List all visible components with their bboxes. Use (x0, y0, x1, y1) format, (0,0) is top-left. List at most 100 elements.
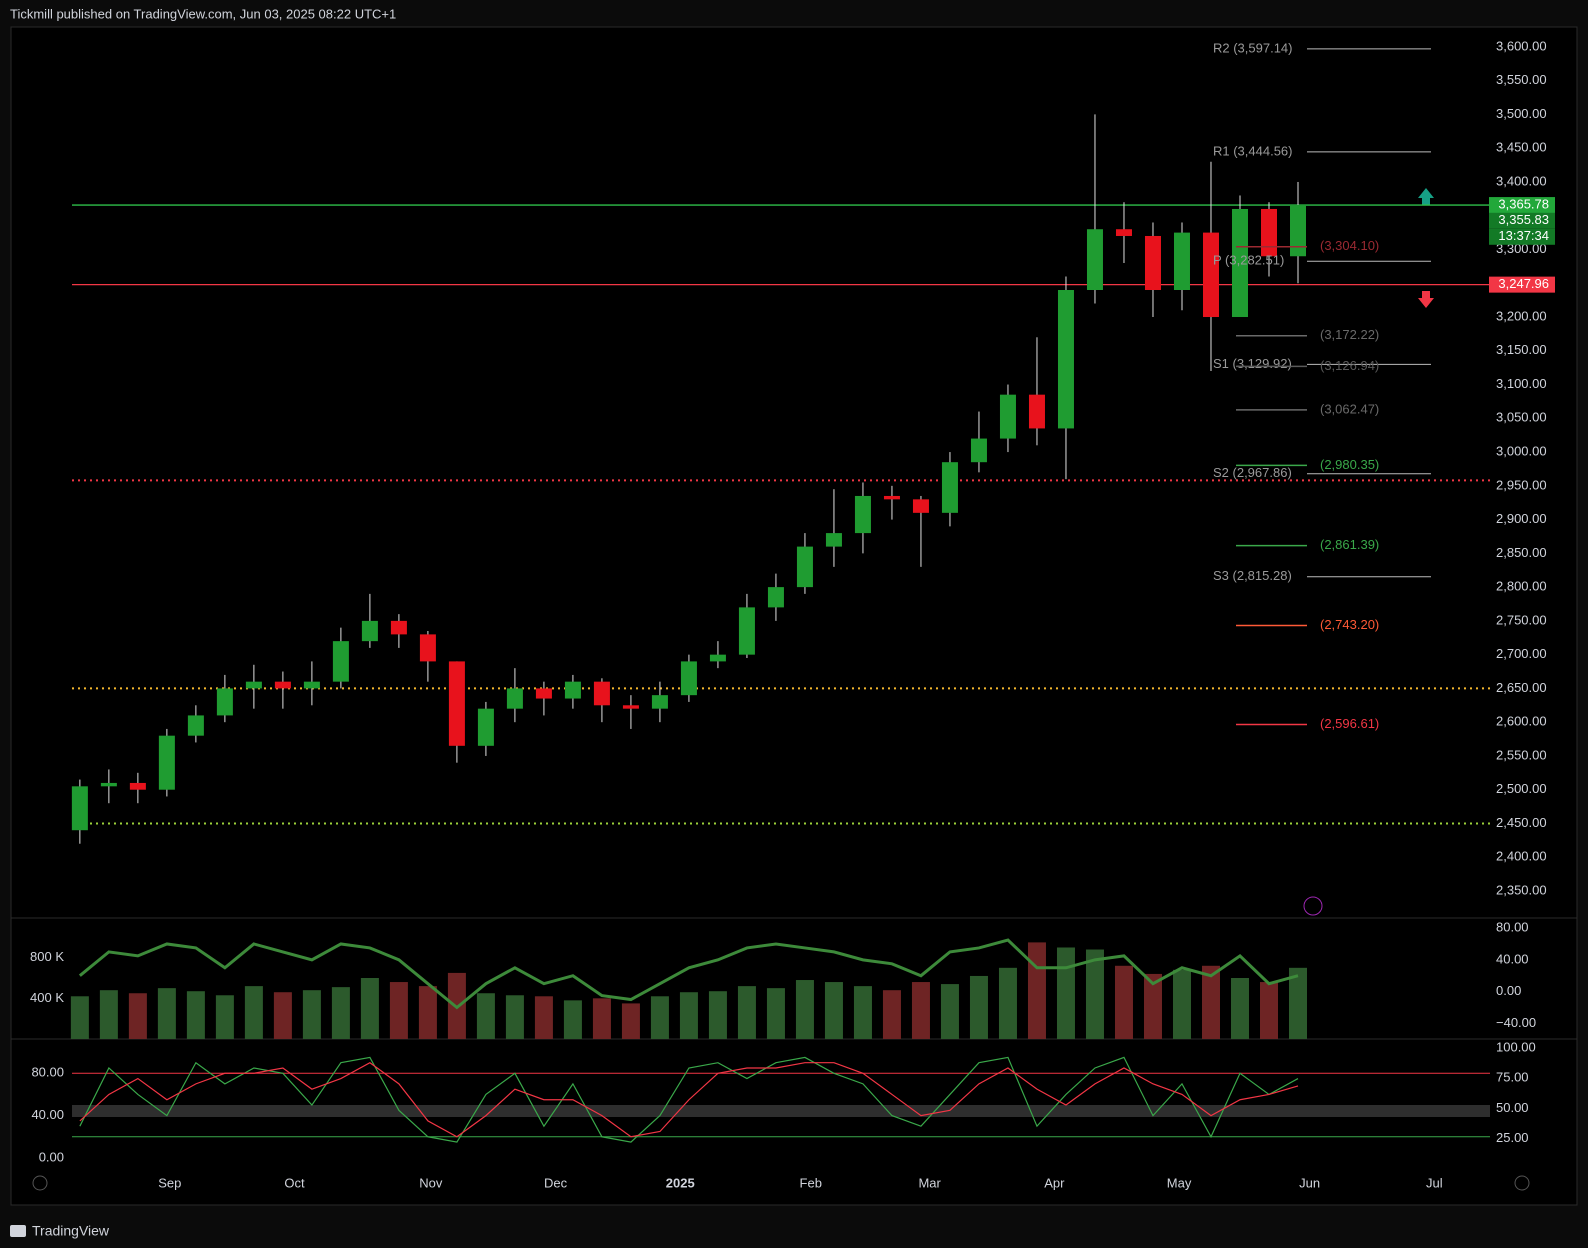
x-tick-label: May (1167, 1175, 1192, 1190)
volume-bar (128, 993, 147, 1039)
brand-logo (10, 1225, 26, 1237)
chart-frame (10, 26, 1578, 1206)
volume-bar (853, 986, 872, 1039)
volume-bar (940, 984, 959, 1039)
candle-body (506, 688, 523, 709)
pivot-label: P (3,282.51) (1213, 253, 1284, 268)
y-tick-label: 3,050.00 (1496, 410, 1547, 425)
y-tick-label: 3,100.00 (1496, 376, 1547, 391)
y2-tick-label: 100.00 (1496, 1040, 1536, 1055)
candle-body (100, 782, 117, 787)
volume-bar (882, 990, 901, 1039)
volume-bar (70, 996, 89, 1039)
x-tick-label: Feb (800, 1175, 822, 1190)
x-tick-label: Sep (158, 1175, 181, 1190)
candle-body (709, 654, 726, 662)
volume-bar (998, 967, 1017, 1039)
y-tick-label: 2,700.00 (1496, 646, 1547, 661)
volume-bar (331, 987, 350, 1039)
candle-body (883, 495, 900, 500)
volume-bar (534, 996, 553, 1039)
y-tick-label: 3,500.00 (1496, 106, 1547, 121)
volume-bar (1143, 973, 1162, 1039)
pivot-label: S1 (3,129.92) (1213, 356, 1292, 371)
volume-bar (592, 998, 611, 1039)
y2-tick-label: 50.00 (1496, 1100, 1529, 1115)
volume-bar (1259, 982, 1278, 1039)
volume-bar (1172, 969, 1191, 1039)
price-label-box (1489, 276, 1555, 293)
volume-bar (650, 996, 669, 1039)
volume-bar (505, 995, 524, 1039)
volume-bar (795, 980, 814, 1039)
y2-tick-label: −40.00 (1496, 1015, 1536, 1030)
x-tick-label: Apr (1044, 1175, 1065, 1190)
candle-body (187, 715, 204, 736)
stoch-line (79, 1056, 1299, 1143)
volume-bar (389, 982, 408, 1039)
down-arrow[interactable] (1418, 291, 1434, 308)
zoom-button[interactable] (32, 1175, 48, 1191)
volume-bar (1056, 947, 1075, 1039)
candle-body (1289, 204, 1306, 257)
level-label: (2,743.20) (1320, 617, 1379, 632)
candle-body (390, 620, 407, 635)
y-tick-label: 3,550.00 (1496, 72, 1547, 87)
candle-body (564, 681, 581, 699)
stoch-line (79, 1061, 1299, 1138)
candle-body (854, 495, 871, 534)
y2-tick-label: 0.00 (1496, 983, 1521, 998)
candle-body (1115, 229, 1132, 236)
volume-bar (1027, 942, 1046, 1039)
y-tick-label: 3,150.00 (1496, 342, 1547, 357)
candle-body (303, 681, 320, 689)
y-tick-label: 2,650.00 (1496, 680, 1547, 695)
volume-bar (911, 982, 930, 1039)
y-tick-label: 0.00 (39, 1149, 64, 1164)
volume-bar (1230, 977, 1249, 1039)
candle-body (535, 688, 552, 699)
candle-body (622, 705, 639, 709)
candle-body (1086, 229, 1103, 291)
y2-tick-label: 40.00 (1496, 951, 1529, 966)
y-tick-label: 800 K (30, 949, 64, 964)
level-label: (2,861.39) (1320, 537, 1379, 552)
candle-body (1231, 208, 1248, 318)
alert-icon[interactable] (1303, 896, 1323, 916)
candle-body (71, 786, 88, 831)
y-tick-label: 2,350.00 (1496, 882, 1547, 897)
candle-body (216, 688, 233, 716)
volume-bar (99, 990, 118, 1039)
candle-body (419, 634, 436, 662)
candle-body (593, 681, 610, 706)
candle-body (738, 607, 755, 655)
x-tick-label: Jun (1299, 1175, 1320, 1190)
volume-bar (621, 1003, 640, 1039)
x-tick-label: Mar (918, 1175, 941, 1190)
y-tick-label: 2,750.00 (1496, 612, 1547, 627)
candle-body (477, 708, 494, 746)
candle-body (332, 641, 349, 682)
countdown: 13:37:34 (1498, 228, 1549, 243)
pivot-label: S2 (2,967.86) (1213, 465, 1292, 480)
price-label: 3,247.96 (1498, 276, 1549, 291)
y-tick-label: 3,200.00 (1496, 308, 1547, 323)
level-label: (3,304.10) (1320, 238, 1379, 253)
x-tick-label: Oct (284, 1175, 305, 1190)
y2-tick-label: 75.00 (1496, 1070, 1529, 1085)
volume-bar (157, 988, 176, 1039)
auto-button[interactable] (1514, 1175, 1530, 1191)
candle-body (245, 681, 262, 689)
y-tick-label: 2,500.00 (1496, 781, 1547, 796)
candle-body (1144, 235, 1161, 291)
candle-body (680, 661, 697, 696)
volume-bar (244, 986, 263, 1039)
volume-bar (418, 986, 437, 1039)
candle-body (767, 587, 784, 608)
candle-body (448, 661, 465, 746)
up-arrow[interactable] (1418, 188, 1434, 205)
x-tick-label: Jul (1426, 1175, 1443, 1190)
stoch-band (72, 1105, 1490, 1117)
candle-body (651, 695, 668, 709)
